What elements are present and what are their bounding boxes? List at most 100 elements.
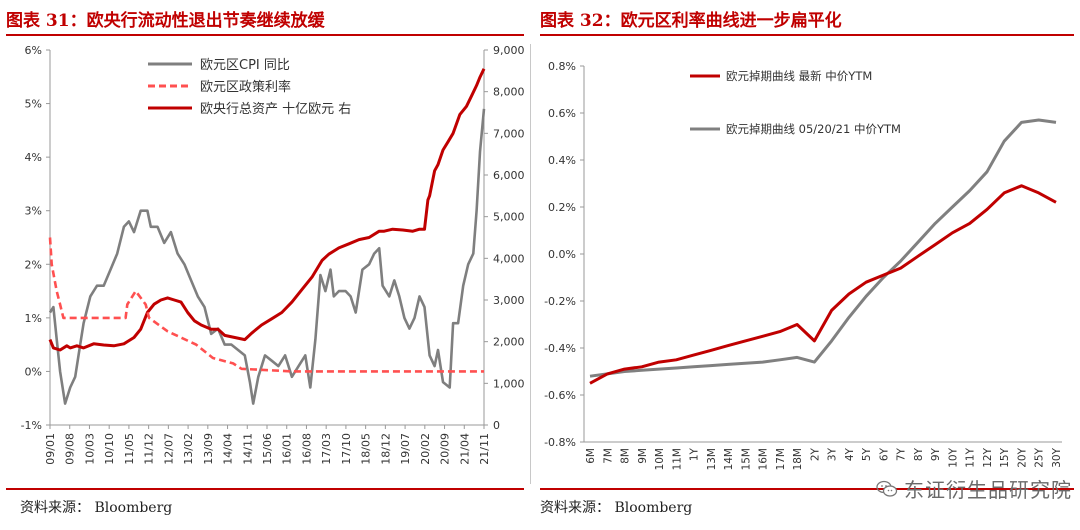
series-line-cpi <box>48 108 486 405</box>
x-tick-label: 12Y <box>982 447 994 467</box>
x-tick-label: 15/06 <box>261 433 274 465</box>
x-tick-label: 3Y <box>827 447 839 461</box>
x-tick-label: 19/07 <box>399 433 412 465</box>
left-y-tick-label: 0% <box>25 365 42 378</box>
y-tick-label: -0.2% <box>544 295 576 308</box>
wechat-icon <box>876 480 898 497</box>
left-y-tick-label: 1% <box>25 312 42 325</box>
x-tick-label: 20/02 <box>419 433 432 465</box>
left-y-tick-label: 2% <box>25 258 42 271</box>
x-tick-label: 16/08 <box>300 433 313 465</box>
y-tick-label: -0.6% <box>544 389 576 402</box>
left-y-tick-label: 4% <box>25 151 42 164</box>
series-line-latest <box>589 184 1057 385</box>
series-line-prior <box>589 118 1057 378</box>
x-tick-label: 14M <box>723 448 735 470</box>
right-source-rule <box>540 488 1074 490</box>
x-tick-label: 12/07 <box>162 433 175 465</box>
right-y-tick-label: 2,000 <box>493 336 525 349</box>
right-y-tick-label: 4,000 <box>493 252 525 265</box>
x-tick-label: 9Y <box>930 447 942 461</box>
x-tick-label: 20/09 <box>439 433 452 465</box>
right-y-tick-label: 1,000 <box>493 377 525 390</box>
x-tick-label: 16M <box>758 448 770 470</box>
x-tick-label: 11/12 <box>143 433 156 465</box>
series-line-policy_rate <box>48 237 484 373</box>
right-y-tick-label: 5,000 <box>493 211 525 224</box>
x-tick-label: 10/03 <box>83 433 96 465</box>
x-tick-label: 21/04 <box>458 433 471 465</box>
x-tick-label: 18/12 <box>379 433 392 465</box>
x-tick-label: 6Y <box>878 447 890 461</box>
x-tick-label: 14/11 <box>241 433 254 465</box>
right-source: 资料来源： Bloomberg <box>540 500 693 516</box>
x-tick-label: 5Y <box>861 447 873 461</box>
x-tick-label: 20Y <box>1016 447 1028 467</box>
x-tick-label: 13/09 <box>202 433 215 465</box>
x-tick-label: 18/05 <box>360 433 373 465</box>
right-y-tick-label: 8,000 <box>493 86 525 99</box>
left-chart: 6% 5% 4% 3% 2% 1% 0% -1% 9,000 8,000 7,000 6,000 5,0… <box>21 44 525 465</box>
left-y-tick-label: 6% <box>25 44 42 57</box>
y-tick-label: 0.6% <box>548 107 576 120</box>
right-y-tick-label: 7,000 <box>493 127 525 140</box>
left-source-rule <box>6 488 524 490</box>
x-tick-label: 10/10 <box>103 433 116 465</box>
left-title-rule <box>6 34 524 36</box>
legend-label-assets: 欧央行总资产 十亿欧元 右 <box>200 102 351 117</box>
legend-label-latest: 欧元掉期曲线 最新 中价YTM <box>726 69 872 83</box>
right-chart: 0.8% 0.6% 0.4% 0.2% 0.0% -0.2% -0.4% -0.6% -0.8%… <box>544 60 1063 470</box>
y-tick-label: 0.4% <box>548 154 576 167</box>
x-tick-label: 6M <box>585 448 597 464</box>
y-tick-label: 0.2% <box>548 201 576 214</box>
x-tick-label: 17M <box>775 448 787 470</box>
x-tick-label: 15M <box>740 448 752 470</box>
y-tick-label: -0.8% <box>544 436 576 449</box>
x-tick-label: 10Y <box>947 447 959 467</box>
x-tick-label: 1Y <box>689 447 701 461</box>
right-y-tick-label: 9,000 <box>493 44 525 57</box>
right-y-tick-label: 6,000 <box>493 169 525 182</box>
x-tick-label: 13/02 <box>182 433 195 465</box>
x-tick-label: 10M <box>654 448 666 470</box>
left-chart-title: 图表 31：欧央行流动性退出节奏继续放缓 <box>6 11 325 31</box>
x-tick-label: 14/04 <box>222 433 235 465</box>
x-tick-label: 2Y <box>809 447 821 461</box>
x-tick-label: 13M <box>706 448 718 470</box>
legend-label-prior: 欧元掉期曲线 05/20/21 中价YTM <box>726 122 901 136</box>
x-tick-label: 17/03 <box>320 433 333 465</box>
x-tick-label: 8Y <box>913 447 925 461</box>
x-tick-label: 11/05 <box>123 433 136 465</box>
x-tick-label: 9M <box>637 448 649 464</box>
x-tick-label: 4Y <box>844 447 856 461</box>
right-title-rule <box>540 34 1074 36</box>
legend-label-policy_rate: 欧元区政策利率 <box>200 79 291 95</box>
left-source: 资料来源： Bloomberg <box>20 500 173 516</box>
x-tick-label: 30Y <box>1051 447 1063 467</box>
x-tick-label: 09/01 <box>44 433 57 465</box>
right-y-tick-label: 3,000 <box>493 294 525 307</box>
x-tick-label: 15Y <box>999 447 1011 467</box>
x-tick-label: 7Y <box>896 447 908 461</box>
series-line-assets <box>48 68 486 352</box>
x-tick-label: 11Y <box>965 447 977 467</box>
x-tick-label: 16/01 <box>281 433 294 465</box>
legend-label-cpi: 欧元区CPI 同比 <box>200 58 290 73</box>
x-tick-label: 25Y <box>1034 447 1046 467</box>
left-y-tick-label: 5% <box>25 98 42 111</box>
left-y-tick-label: -1% <box>21 419 42 432</box>
x-tick-label: 09/08 <box>64 433 77 465</box>
x-tick-label: 17/10 <box>340 433 353 465</box>
x-tick-label: 8M <box>620 448 632 464</box>
panel-divider <box>530 44 531 484</box>
y-tick-label: 0.0% <box>548 248 576 261</box>
right-y-tick-label: 0 <box>493 419 500 432</box>
y-tick-label: 0.8% <box>548 60 576 73</box>
right-chart-title: 图表 32：欧元区利率曲线进一步扁平化 <box>540 11 842 31</box>
watermark: 东证衍生品研究院 <box>876 474 1072 503</box>
left-y-tick-label: 3% <box>25 205 42 218</box>
x-tick-label: 21/11 <box>478 433 491 465</box>
x-tick-label: 18M <box>792 448 804 470</box>
x-tick-label: 11M <box>671 448 683 470</box>
x-tick-label: 7M <box>602 448 614 464</box>
